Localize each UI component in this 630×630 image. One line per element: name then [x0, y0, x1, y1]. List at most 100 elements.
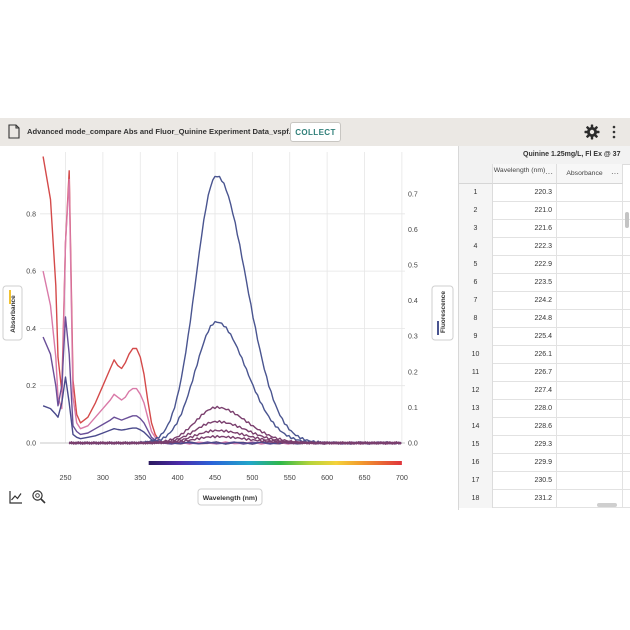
row-index: 17	[459, 472, 493, 490]
vertical-scroll-thumb[interactable]	[625, 212, 629, 228]
wavelength-cell[interactable]: 228.0	[493, 400, 557, 418]
table-row[interactable]: 17 230.5	[459, 472, 630, 490]
wavelength-cell[interactable]: 230.5	[493, 472, 557, 490]
absorbance-cell[interactable]	[557, 202, 623, 220]
wavelength-cell[interactable]: 228.6	[493, 418, 557, 436]
absorbance-series-group	[42, 156, 397, 445]
absorbance-cell[interactable]	[557, 472, 623, 490]
wavelength-cell[interactable]: 227.4	[493, 382, 557, 400]
wavelength-cell[interactable]: 221.0	[493, 202, 557, 220]
row-index: 11	[459, 364, 493, 382]
fluorescence-axis-button[interactable]: Fluorescence	[431, 285, 454, 341]
wavelength-cell[interactable]: 224.8	[493, 310, 557, 328]
right-tick-label: 0.7	[408, 191, 418, 198]
row-index: 10	[459, 346, 493, 364]
table-row[interactable]: 12 227.4	[459, 382, 630, 400]
graph-tools-icon[interactable]	[7, 488, 25, 506]
table-row[interactable]: 9 225.4	[459, 328, 630, 346]
absorbance-cell[interactable]	[557, 346, 623, 364]
table-row[interactable]: 10 226.1	[459, 346, 630, 364]
absorbance-cell[interactable]	[557, 454, 623, 472]
table-row[interactable]: 15 229.3	[459, 436, 630, 454]
file-title: Advanced mode_compare Abs and Fluor_Quin…	[27, 127, 296, 136]
index-column-header	[459, 164, 493, 184]
absorbance-cell[interactable]	[557, 418, 623, 436]
absorbance-cell[interactable]	[557, 238, 623, 256]
absorbance-cell[interactable]	[557, 328, 623, 346]
wavelength-cell[interactable]: 231.2	[493, 490, 557, 508]
fluorescence-series-line	[69, 175, 402, 445]
table-row[interactable]: 7 224.2	[459, 292, 630, 310]
table-row[interactable]: 5 222.9	[459, 256, 630, 274]
absorbance-cell[interactable]	[557, 364, 623, 382]
table-row[interactable]: 14 228.6	[459, 418, 630, 436]
row-index: 7	[459, 292, 493, 310]
absorbance-cell[interactable]	[557, 184, 623, 202]
fluorescence-series-group	[68, 175, 402, 445]
row-index: 4	[459, 238, 493, 256]
wavelength-cell[interactable]: 223.5	[493, 274, 557, 292]
table-row[interactable]: 3 221.6	[459, 220, 630, 238]
table-horizontal-scrollbar[interactable]	[597, 503, 617, 507]
table-row[interactable]: 18 231.2	[459, 490, 630, 508]
gear-icon[interactable]	[584, 124, 600, 140]
table-row[interactable]: 13 228.0	[459, 400, 630, 418]
absorbance-cell[interactable]	[557, 274, 623, 292]
table-row[interactable]: 4 222.3	[459, 238, 630, 256]
x-tick-label: 250	[60, 473, 72, 482]
right-tick-label: 0.4	[408, 298, 418, 305]
fluorescence-axis-label: Fluorescence	[440, 291, 447, 333]
absorbance-cell[interactable]	[557, 400, 623, 418]
absorbance-column-header[interactable]: Absorbance ···	[557, 164, 623, 184]
collect-button[interactable]: COLLECT	[290, 122, 341, 142]
wavelength-cell[interactable]: 221.6	[493, 220, 557, 238]
wavelength-cell[interactable]: 222.3	[493, 238, 557, 256]
spectrum-chart[interactable]: 0.0 0.2 0.4 0.6 0.8 0.0 0.1 0.2 0.3 0.4 0.5 0.6 0.7…	[0, 146, 458, 510]
x-tick-label: 450	[209, 473, 221, 482]
table-row[interactable]: 8 224.8	[459, 310, 630, 328]
absorbance-axis-button[interactable]: Absorbance	[2, 285, 23, 341]
wavelength-cell[interactable]: 222.9	[493, 256, 557, 274]
table-row[interactable]: 1 220.3	[459, 184, 630, 202]
x-axis-ticks: 250 300 350 400 450 500 550 600 650 700	[60, 473, 408, 482]
table-vertical-scrollbar[interactable]	[623, 184, 630, 504]
more-options-icon[interactable]	[611, 125, 617, 139]
data-table-panel: Quinine 1.25mg/L, Fl Ex @ 37 Wavelength …	[458, 146, 630, 510]
wavelength-column-label: Wavelength (nm)	[493, 167, 546, 174]
wavelength-cell[interactable]: 226.1	[493, 346, 557, 364]
left-tick-label: 0.2	[26, 383, 36, 390]
right-tick-label: 0.2	[408, 369, 418, 376]
x-axis-button[interactable]: Wavelength (nm)	[197, 488, 263, 506]
table-row[interactable]: 6 223.5	[459, 274, 630, 292]
table-row[interactable]: 11 226.7	[459, 364, 630, 382]
absorbance-series-line	[42, 316, 396, 445]
absorbance-cell[interactable]	[557, 490, 623, 508]
absorbance-column-menu-icon[interactable]: ···	[611, 169, 619, 178]
absorbance-series-line	[42, 178, 397, 445]
x-tick-label: 650	[359, 473, 371, 482]
wavelength-cell[interactable]: 229.3	[493, 436, 557, 454]
row-index: 16	[459, 454, 493, 472]
wavelength-column-menu-icon[interactable]: ···	[545, 169, 553, 178]
row-index: 12	[459, 382, 493, 400]
table-row[interactable]: 16 229.9	[459, 454, 630, 472]
row-index: 6	[459, 274, 493, 292]
absorbance-cell[interactable]	[557, 436, 623, 454]
wavelength-cell[interactable]: 220.3	[493, 184, 557, 202]
absorbance-cell[interactable]	[557, 292, 623, 310]
file-icon[interactable]	[8, 124, 20, 139]
wavelength-column-header[interactable]: Wavelength (nm) ···	[493, 164, 557, 184]
table-dataset-title-bar[interactable]: Quinine 1.25mg/L, Fl Ex @ 37	[459, 146, 630, 165]
absorbance-cell[interactable]	[557, 310, 623, 328]
absorbance-cell[interactable]	[557, 256, 623, 274]
wavelength-cell[interactable]: 224.2	[493, 292, 557, 310]
absorbance-cell[interactable]	[557, 220, 623, 238]
wavelength-cell[interactable]: 229.9	[493, 454, 557, 472]
x-tick-label: 350	[134, 473, 146, 482]
table-row[interactable]: 2 221.0	[459, 202, 630, 220]
wavelength-cell[interactable]: 225.4	[493, 328, 557, 346]
absorbance-cell[interactable]	[557, 382, 623, 400]
zoom-icon[interactable]	[30, 488, 48, 506]
wavelength-cell[interactable]: 226.7	[493, 364, 557, 382]
row-index: 5	[459, 256, 493, 274]
